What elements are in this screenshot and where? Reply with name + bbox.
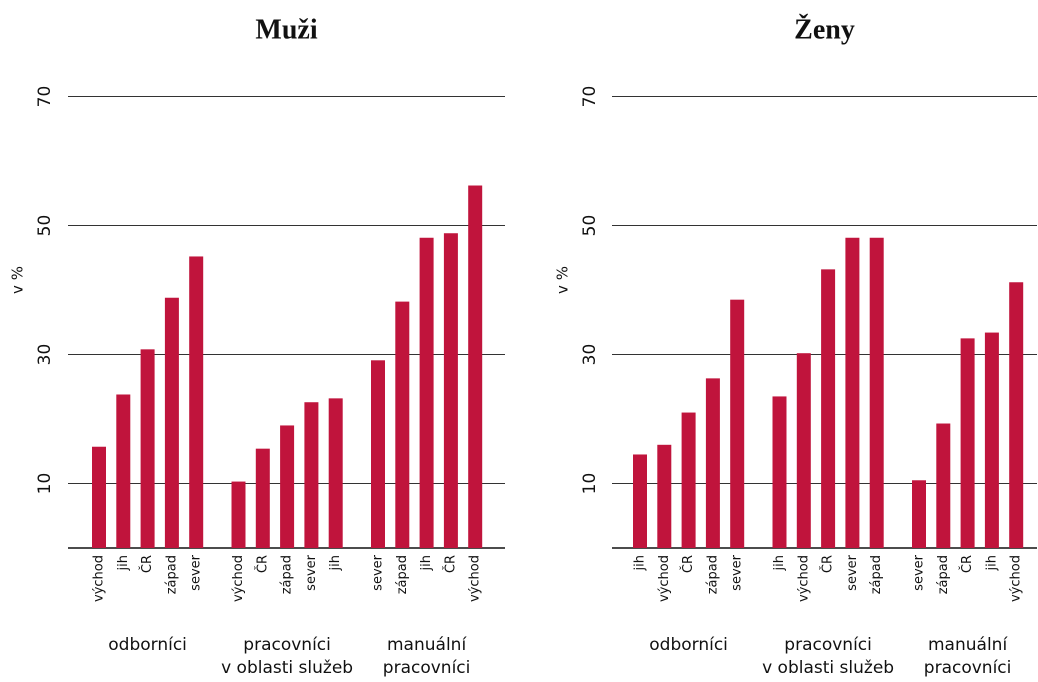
group-label: pracovníci xyxy=(383,658,471,678)
bar xyxy=(960,338,975,548)
bar xyxy=(796,353,811,548)
bar xyxy=(304,402,319,548)
category-label: ČR xyxy=(680,555,696,573)
category-label: sever xyxy=(371,554,386,590)
bar xyxy=(845,237,860,548)
category-label: ČR xyxy=(442,555,458,573)
bar xyxy=(164,297,179,548)
y-tick-label: 70 xyxy=(580,86,600,108)
bar xyxy=(231,481,246,548)
bar xyxy=(633,454,647,548)
group-label: pracovníci xyxy=(924,658,1012,678)
bar xyxy=(255,448,270,548)
group-label: odborníci xyxy=(108,635,187,655)
bar xyxy=(821,269,836,548)
bar xyxy=(912,480,926,548)
category-label: ČR xyxy=(820,555,836,573)
bar xyxy=(328,398,343,548)
chart-title: Muži xyxy=(255,14,317,45)
group-label: pracovníci xyxy=(784,635,872,655)
group-label: odborníci xyxy=(649,635,728,655)
bar xyxy=(92,446,106,548)
bar xyxy=(936,423,951,548)
category-label: jih xyxy=(328,555,343,571)
y-tick-label: 30 xyxy=(580,344,600,366)
category-label: sever xyxy=(730,554,745,590)
category-label: jih xyxy=(772,555,787,571)
bar xyxy=(869,237,884,548)
y-tick-label: 50 xyxy=(35,215,55,237)
category-label: západ xyxy=(705,555,720,594)
bar xyxy=(1009,282,1024,548)
category-label: ČR xyxy=(254,555,270,573)
category-label: východ xyxy=(796,555,811,602)
category-label: východ xyxy=(1009,555,1024,602)
bar xyxy=(705,378,720,548)
category-label: západ xyxy=(395,555,410,594)
category-label: jih xyxy=(116,555,131,571)
group-label: pracovníci xyxy=(243,635,331,655)
category-label: východ xyxy=(92,555,107,602)
category-label: sever xyxy=(845,554,860,590)
bar xyxy=(189,256,204,548)
bar xyxy=(395,301,410,548)
category-label: východ xyxy=(468,555,483,602)
bar xyxy=(280,425,295,548)
category-label: sever xyxy=(912,554,927,590)
y-tick-label: 10 xyxy=(580,473,600,495)
bar xyxy=(468,185,483,548)
y-tick-label: 30 xyxy=(35,344,55,366)
bar xyxy=(730,299,745,548)
y-axis-label: v % xyxy=(554,266,572,294)
category-label: západ xyxy=(164,555,179,594)
bar xyxy=(681,412,696,548)
y-tick-label: 70 xyxy=(35,86,55,108)
bar xyxy=(772,396,787,548)
bar xyxy=(140,349,155,548)
category-label: východ xyxy=(657,555,672,602)
bar xyxy=(657,444,672,548)
category-label: západ xyxy=(869,555,884,594)
bar xyxy=(419,237,434,548)
group-label: manuální xyxy=(928,635,1008,655)
bar xyxy=(984,332,999,548)
y-axis-label: v % xyxy=(9,266,27,294)
chart-title: Ženy xyxy=(794,14,855,45)
category-label: východ xyxy=(231,555,246,602)
category-label: západ xyxy=(280,555,295,594)
bar xyxy=(116,394,131,548)
group-label: manuální xyxy=(387,635,467,655)
bar xyxy=(371,360,385,548)
group-label: v oblasti služeb xyxy=(762,658,894,678)
category-label: sever xyxy=(304,554,319,590)
category-label: ČR xyxy=(139,555,155,573)
category-label: jih xyxy=(419,555,434,571)
group-label: v oblasti služeb xyxy=(221,658,353,678)
category-label: jih xyxy=(633,555,648,571)
y-tick-label: 10 xyxy=(35,473,55,495)
category-label: západ xyxy=(936,555,951,594)
category-label: sever xyxy=(189,554,204,590)
category-label: jih xyxy=(984,555,999,571)
category-label: ČR xyxy=(959,555,975,573)
y-tick-label: 50 xyxy=(580,215,600,237)
bar xyxy=(443,233,458,549)
